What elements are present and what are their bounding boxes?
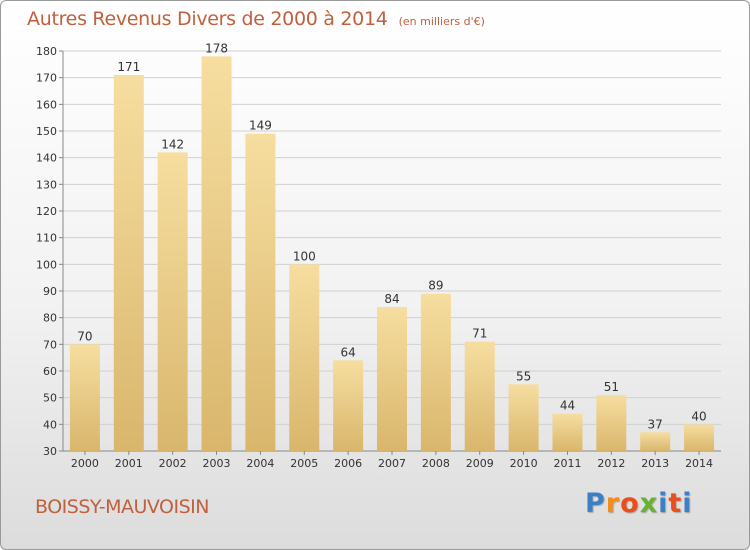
- bar: [640, 432, 671, 451]
- bar-value-label: 84: [384, 292, 399, 306]
- bar: [596, 395, 627, 451]
- bar: [377, 307, 407, 451]
- bar-value-label: 100: [293, 249, 316, 263]
- bar-value-label: 44: [560, 399, 575, 413]
- bar-value-label: 55: [516, 369, 531, 383]
- x-tick-label: 2006: [334, 457, 362, 470]
- bar-value-label: 37: [648, 417, 663, 431]
- y-tick-label: 70: [43, 338, 57, 351]
- y-tick-label: 80: [43, 312, 57, 325]
- bar: [289, 264, 320, 451]
- y-tick-label: 130: [36, 178, 57, 191]
- town-name: BOISSY-MAUVOISIN: [35, 496, 209, 518]
- logo-letter: t: [668, 488, 683, 519]
- bar-value-label: 51: [604, 380, 619, 394]
- chart-title: Autres Revenus Divers de 2000 à 2014: [27, 8, 388, 30]
- logo-letter: P: [585, 488, 606, 519]
- y-tick-label: 170: [36, 72, 57, 85]
- bar-value-label: 149: [249, 119, 272, 133]
- bar-value-label: 40: [691, 409, 706, 423]
- bar: [552, 413, 583, 451]
- bar: [245, 133, 276, 451]
- bar-value-label: 171: [117, 60, 140, 74]
- x-tick-label: 2000: [71, 457, 99, 470]
- x-tick-label: 2003: [203, 457, 231, 470]
- x-tick-label: 2001: [115, 457, 143, 470]
- bar-value-label: 89: [428, 279, 443, 293]
- title-row: Autres Revenus Divers de 2000 à 2014 (en…: [27, 8, 485, 30]
- logo-letter: r: [605, 488, 621, 519]
- x-tick-label: 2012: [597, 457, 625, 470]
- bar: [201, 56, 232, 451]
- bar: [157, 152, 188, 452]
- x-tick-label: 2002: [159, 457, 187, 470]
- y-tick-label: 110: [36, 232, 57, 245]
- x-tick-label: 2005: [290, 457, 318, 470]
- logo-letter: i: [682, 488, 693, 519]
- bar: [420, 293, 451, 451]
- y-tick-label: 100: [36, 258, 57, 271]
- bar-value-label: 142: [161, 137, 184, 151]
- y-tick-label: 40: [43, 418, 57, 431]
- y-tick-label: 30: [43, 445, 57, 458]
- bar-value-label: 71: [472, 327, 487, 341]
- bar: [69, 344, 100, 451]
- logo-letter: x: [639, 488, 659, 519]
- x-tick-label: 2013: [641, 457, 669, 470]
- bar: [508, 384, 539, 451]
- x-tick-label: 2011: [553, 457, 581, 470]
- x-tick-label: 2008: [422, 457, 450, 470]
- y-tick-label: 120: [36, 205, 57, 218]
- x-tick-label: 2010: [510, 457, 538, 470]
- bar: [113, 75, 144, 451]
- y-tick-label: 150: [36, 125, 57, 138]
- chart-subtitle: (en milliers d'€): [398, 15, 485, 28]
- logo-letter: o: [620, 488, 640, 519]
- y-tick-label: 180: [36, 45, 57, 58]
- bar-value-label: 64: [340, 345, 355, 359]
- x-tick-label: 2007: [378, 457, 406, 470]
- bar: [684, 424, 715, 451]
- y-tick-label: 140: [36, 152, 57, 165]
- x-tick-label: 2004: [246, 457, 274, 470]
- x-tick-label: 2009: [466, 457, 494, 470]
- bar-value-label: 178: [205, 41, 228, 55]
- proxiti-logo: Proxiti: [585, 488, 693, 519]
- bar: [333, 360, 364, 451]
- bar: [464, 341, 495, 451]
- y-tick-label: 60: [43, 365, 57, 378]
- y-tick-label: 90: [43, 285, 57, 298]
- logo-letter: i: [658, 488, 669, 519]
- bar-value-label: 70: [77, 329, 92, 343]
- y-tick-label: 50: [43, 392, 57, 405]
- y-tick-label: 160: [36, 98, 57, 111]
- x-tick-label: 2014: [685, 457, 713, 470]
